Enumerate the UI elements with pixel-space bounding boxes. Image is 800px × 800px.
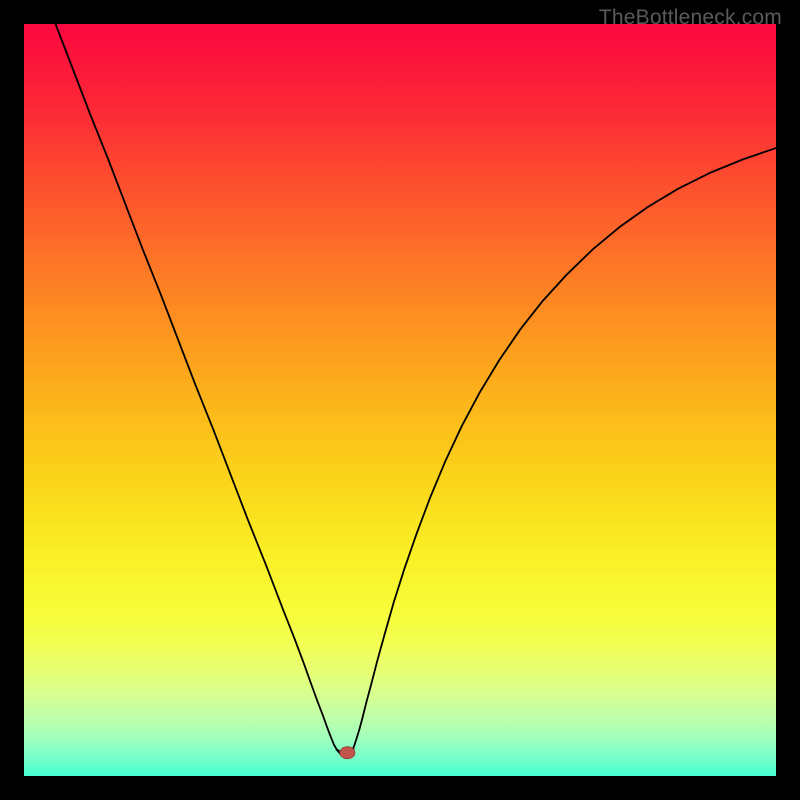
plot-area [24, 24, 776, 776]
chart-root: TheBottleneck.com [0, 0, 800, 800]
minimum-marker [340, 747, 355, 759]
gradient-background [24, 24, 776, 776]
plot-svg [24, 24, 776, 776]
